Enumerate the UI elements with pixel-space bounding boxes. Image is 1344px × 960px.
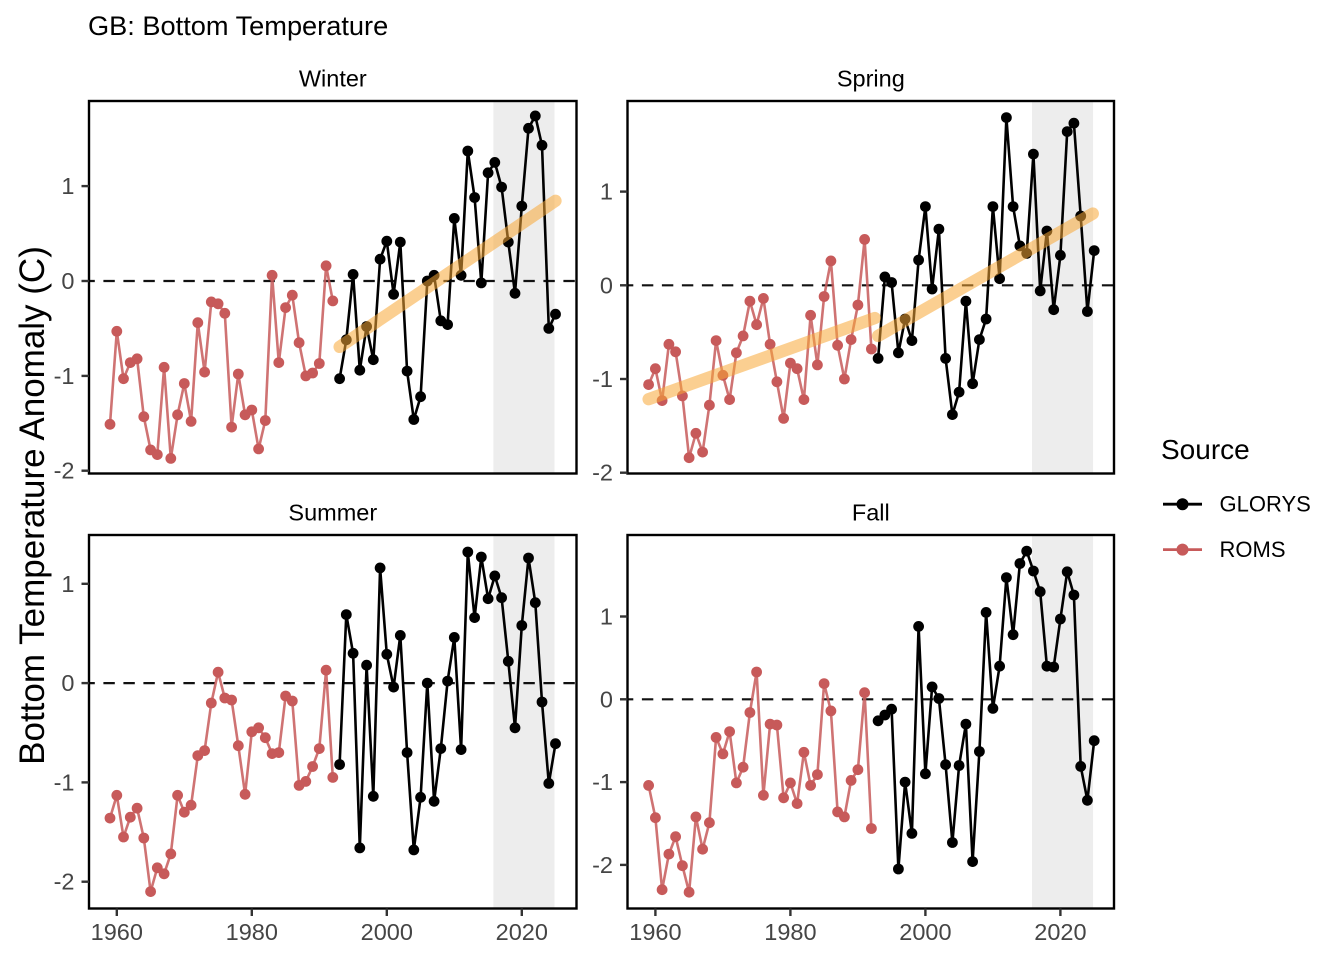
- svg-text:-2: -2: [592, 460, 613, 486]
- svg-text:1: 1: [600, 179, 613, 205]
- svg-text:1960: 1960: [91, 919, 143, 945]
- svg-text:-2: -2: [592, 852, 613, 878]
- svg-text:0: 0: [600, 272, 613, 298]
- svg-text:1: 1: [61, 571, 74, 597]
- svg-text:Source: Source: [1161, 434, 1250, 465]
- svg-text:1980: 1980: [226, 919, 278, 945]
- svg-text:-2: -2: [54, 869, 75, 895]
- svg-text:-1: -1: [592, 769, 613, 795]
- svg-text:-1: -1: [54, 363, 75, 389]
- svg-text:0: 0: [61, 670, 74, 696]
- svg-text:2000: 2000: [361, 919, 413, 945]
- svg-text:GB: Bottom Temperature: GB: Bottom Temperature: [88, 10, 388, 41]
- svg-text:2020: 2020: [1034, 919, 1086, 945]
- svg-text:Fall: Fall: [852, 499, 890, 525]
- svg-text:ROMS: ROMS: [1220, 537, 1286, 562]
- svg-text:-1: -1: [54, 769, 75, 795]
- svg-text:0: 0: [61, 268, 74, 294]
- svg-text:Spring: Spring: [837, 65, 905, 91]
- svg-text:0: 0: [600, 686, 613, 712]
- svg-text:-1: -1: [592, 366, 613, 392]
- svg-text:2000: 2000: [899, 919, 951, 945]
- svg-text:1: 1: [600, 604, 613, 630]
- svg-text:Winter: Winter: [299, 65, 367, 91]
- svg-text:-2: -2: [54, 458, 75, 484]
- svg-text:1980: 1980: [764, 919, 816, 945]
- svg-text:2020: 2020: [496, 919, 548, 945]
- svg-text:GLORYS: GLORYS: [1220, 492, 1311, 517]
- svg-text:1: 1: [61, 173, 74, 199]
- svg-text:Summer: Summer: [288, 499, 377, 525]
- svg-text:1960: 1960: [629, 919, 681, 945]
- svg-text:Bottom Temperature Anomaly (C): Bottom Temperature Anomaly (C): [13, 246, 52, 765]
